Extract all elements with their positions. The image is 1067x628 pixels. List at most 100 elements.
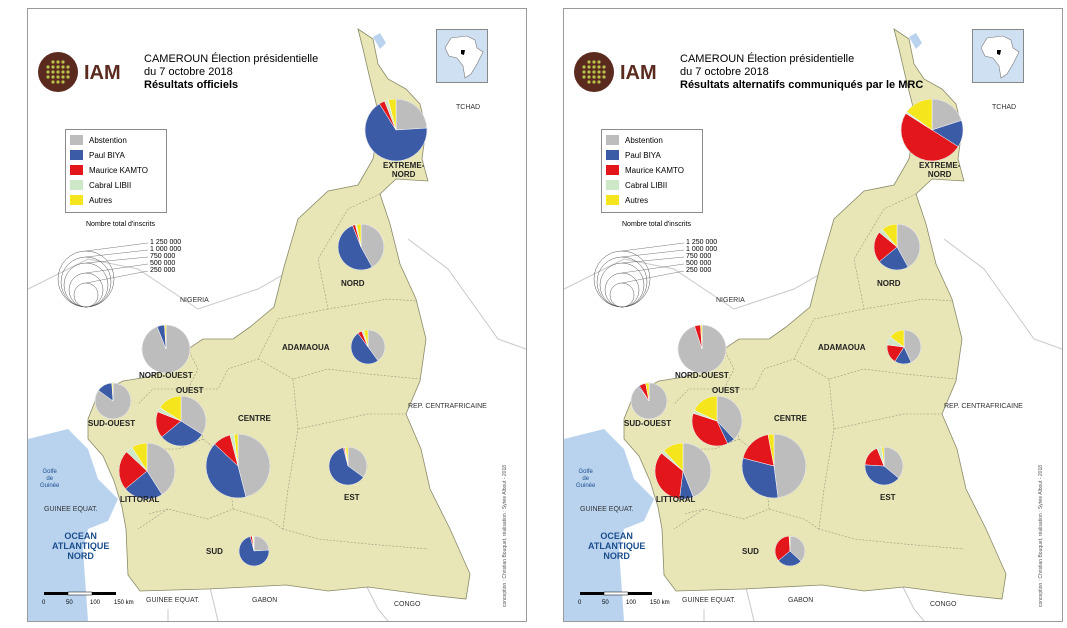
region-label-centre: CENTRE bbox=[774, 414, 807, 423]
legend-item-autres: Autres bbox=[606, 194, 648, 206]
pie-slice-kamto bbox=[691, 412, 728, 447]
size-legend-value: 1 000 000 bbox=[686, 246, 718, 253]
legend-item-abstention: Abstention bbox=[606, 134, 663, 146]
map-title: CAMEROUN Élection présidentielle du 7 oct… bbox=[680, 53, 923, 92]
pie-est bbox=[864, 446, 904, 486]
size-legend-value: 1 250 000 bbox=[150, 239, 182, 246]
pie-slice-autres bbox=[252, 535, 255, 552]
region-label-est: EST bbox=[880, 493, 896, 502]
neighbor-label-nigeria: NIGERIA bbox=[716, 297, 745, 304]
size-legend-value: 250 000 bbox=[150, 267, 176, 274]
size-circle bbox=[63, 262, 109, 308]
scale-tick-label: 150 km bbox=[114, 600, 134, 606]
region-label-littoral: LITTORAL bbox=[120, 495, 159, 504]
legend-item-abstention: Abstention bbox=[70, 134, 127, 146]
legend-item-kamto: Maurice KAMTO bbox=[606, 164, 684, 176]
gulf-label-line: Golfe bbox=[42, 469, 57, 475]
size-circle bbox=[68, 272, 104, 308]
pie-ouest bbox=[691, 395, 743, 447]
neighbor-label-guinee_equat_w: GUINEE EQUAT. bbox=[580, 506, 634, 513]
title-line-1: CAMEROUN Élection présidentielle bbox=[680, 53, 855, 65]
legend-swatch-kamto bbox=[606, 165, 619, 175]
map-panel-official: IAM CAMEROUN Élection présidentielle du 7 … bbox=[27, 8, 527, 622]
region-label-line: NORD bbox=[927, 170, 952, 179]
atlantic-ocean bbox=[28, 429, 118, 621]
svg-text:IAM: IAM bbox=[84, 62, 121, 84]
region-label-est: EST bbox=[344, 493, 360, 502]
ocean-label: OCEAN ATLANTIQUE NORD bbox=[52, 531, 109, 561]
pie-slice-kamto bbox=[774, 535, 791, 561]
africa-locator-map-icon bbox=[436, 29, 488, 83]
neighbor-label-congo: CONGO bbox=[394, 601, 421, 608]
size-legend-value: 750 000 bbox=[686, 253, 712, 260]
legend-item-biya: Paul BIYA bbox=[70, 149, 125, 161]
neighbor-label-gabon: GABON bbox=[252, 597, 278, 604]
legend-swatch-biya bbox=[70, 150, 83, 160]
pie-sud-ouest bbox=[630, 382, 668, 420]
neighbor-label-rca: REP. CENTRAFRICAINE bbox=[944, 403, 1023, 410]
ocean-label-line: OCEAN bbox=[64, 531, 97, 541]
pie-ouest bbox=[155, 395, 207, 447]
pie-slice-autres bbox=[906, 98, 933, 131]
region-label-line: EST bbox=[880, 493, 896, 502]
size-circle bbox=[60, 256, 112, 308]
size-circle bbox=[73, 282, 99, 308]
pie-slice-abstention bbox=[367, 329, 386, 362]
region-label-line: LITTORAL bbox=[656, 495, 696, 504]
color-legend: Abstention Paul BIYA Maurice KAMTO Cabral L… bbox=[601, 129, 703, 213]
legend-item-libii: Cabral LIBII bbox=[70, 179, 131, 191]
scale-tick-label: 0 bbox=[42, 600, 46, 606]
pie-slice-abstention bbox=[395, 98, 428, 131]
pie-slice-autres bbox=[881, 446, 885, 467]
pie-slice-autres bbox=[345, 446, 349, 467]
africa-locator-map-icon bbox=[972, 29, 1024, 83]
legend-label: Abstention bbox=[625, 135, 663, 145]
pie-slice-autres bbox=[881, 223, 898, 248]
title-line-3: Résultats officiels bbox=[144, 79, 239, 91]
pie-slice-abstention bbox=[237, 433, 271, 498]
gulf-label-line: Guinée bbox=[40, 483, 60, 489]
pie-slice-autres bbox=[111, 382, 114, 402]
pie-extreme-nord bbox=[900, 98, 964, 162]
pie-slice-biya bbox=[864, 464, 899, 486]
gulf-label-line: de bbox=[46, 476, 54, 482]
title-line-2: du 7 octobre 2018 bbox=[680, 66, 769, 78]
pie-slice-autres bbox=[363, 329, 369, 348]
pie-adamaoua bbox=[886, 329, 922, 365]
pie-sud bbox=[774, 535, 806, 567]
region-label-sud-ouest: SUD-OUEST bbox=[88, 419, 135, 428]
region-label-line: OUEST bbox=[712, 386, 740, 395]
neighbor-label-gabon: GABON bbox=[788, 597, 814, 604]
pie-slice-autres bbox=[700, 324, 703, 350]
scale-tick-label: 50 bbox=[66, 600, 73, 606]
pie-sud bbox=[238, 535, 270, 567]
legend-swatch-abstention bbox=[606, 135, 619, 145]
atlantic-ocean bbox=[564, 429, 654, 621]
size-circle bbox=[593, 250, 651, 308]
pie-slice-abstention bbox=[931, 98, 962, 131]
region-label-adamaoua: ADAMAOUA bbox=[818, 343, 866, 352]
legend-swatch-kamto bbox=[70, 165, 83, 175]
size-legend-value: 500 000 bbox=[150, 260, 176, 267]
legend-item-libii: Cabral LIBII bbox=[606, 179, 667, 191]
scale-tick-label: 150 km bbox=[650, 600, 670, 606]
pie-slice-autres bbox=[663, 442, 684, 472]
pie-littoral bbox=[654, 442, 712, 500]
pie-sud-ouest bbox=[94, 382, 132, 420]
neighbor-label-nigeria: NIGERIA bbox=[180, 297, 209, 304]
gulf-label: Golfe de Guinée bbox=[576, 469, 595, 490]
region-label-centre: CENTRE bbox=[238, 414, 271, 423]
iam-logo-icon: IAM bbox=[572, 49, 664, 95]
title-line-1: CAMEROUN Élection présidentielle bbox=[144, 53, 319, 65]
region-label-sud: SUD bbox=[206, 547, 223, 556]
region-label-nord-ouest: NORD-OUEST bbox=[139, 371, 193, 380]
legend-label: Autres bbox=[625, 195, 649, 205]
gulf-label-line: de bbox=[582, 476, 590, 482]
region-label-ouest: OUEST bbox=[712, 386, 740, 395]
pie-slice-autres bbox=[767, 433, 775, 467]
region-label-littoral: LITTORAL bbox=[656, 495, 695, 504]
region-label-line: NORD-OUEST bbox=[139, 371, 193, 380]
region-label-line: NORD bbox=[877, 279, 901, 288]
pie-slice-biya bbox=[205, 443, 247, 499]
size-legend-value: 500 000 bbox=[686, 260, 712, 267]
